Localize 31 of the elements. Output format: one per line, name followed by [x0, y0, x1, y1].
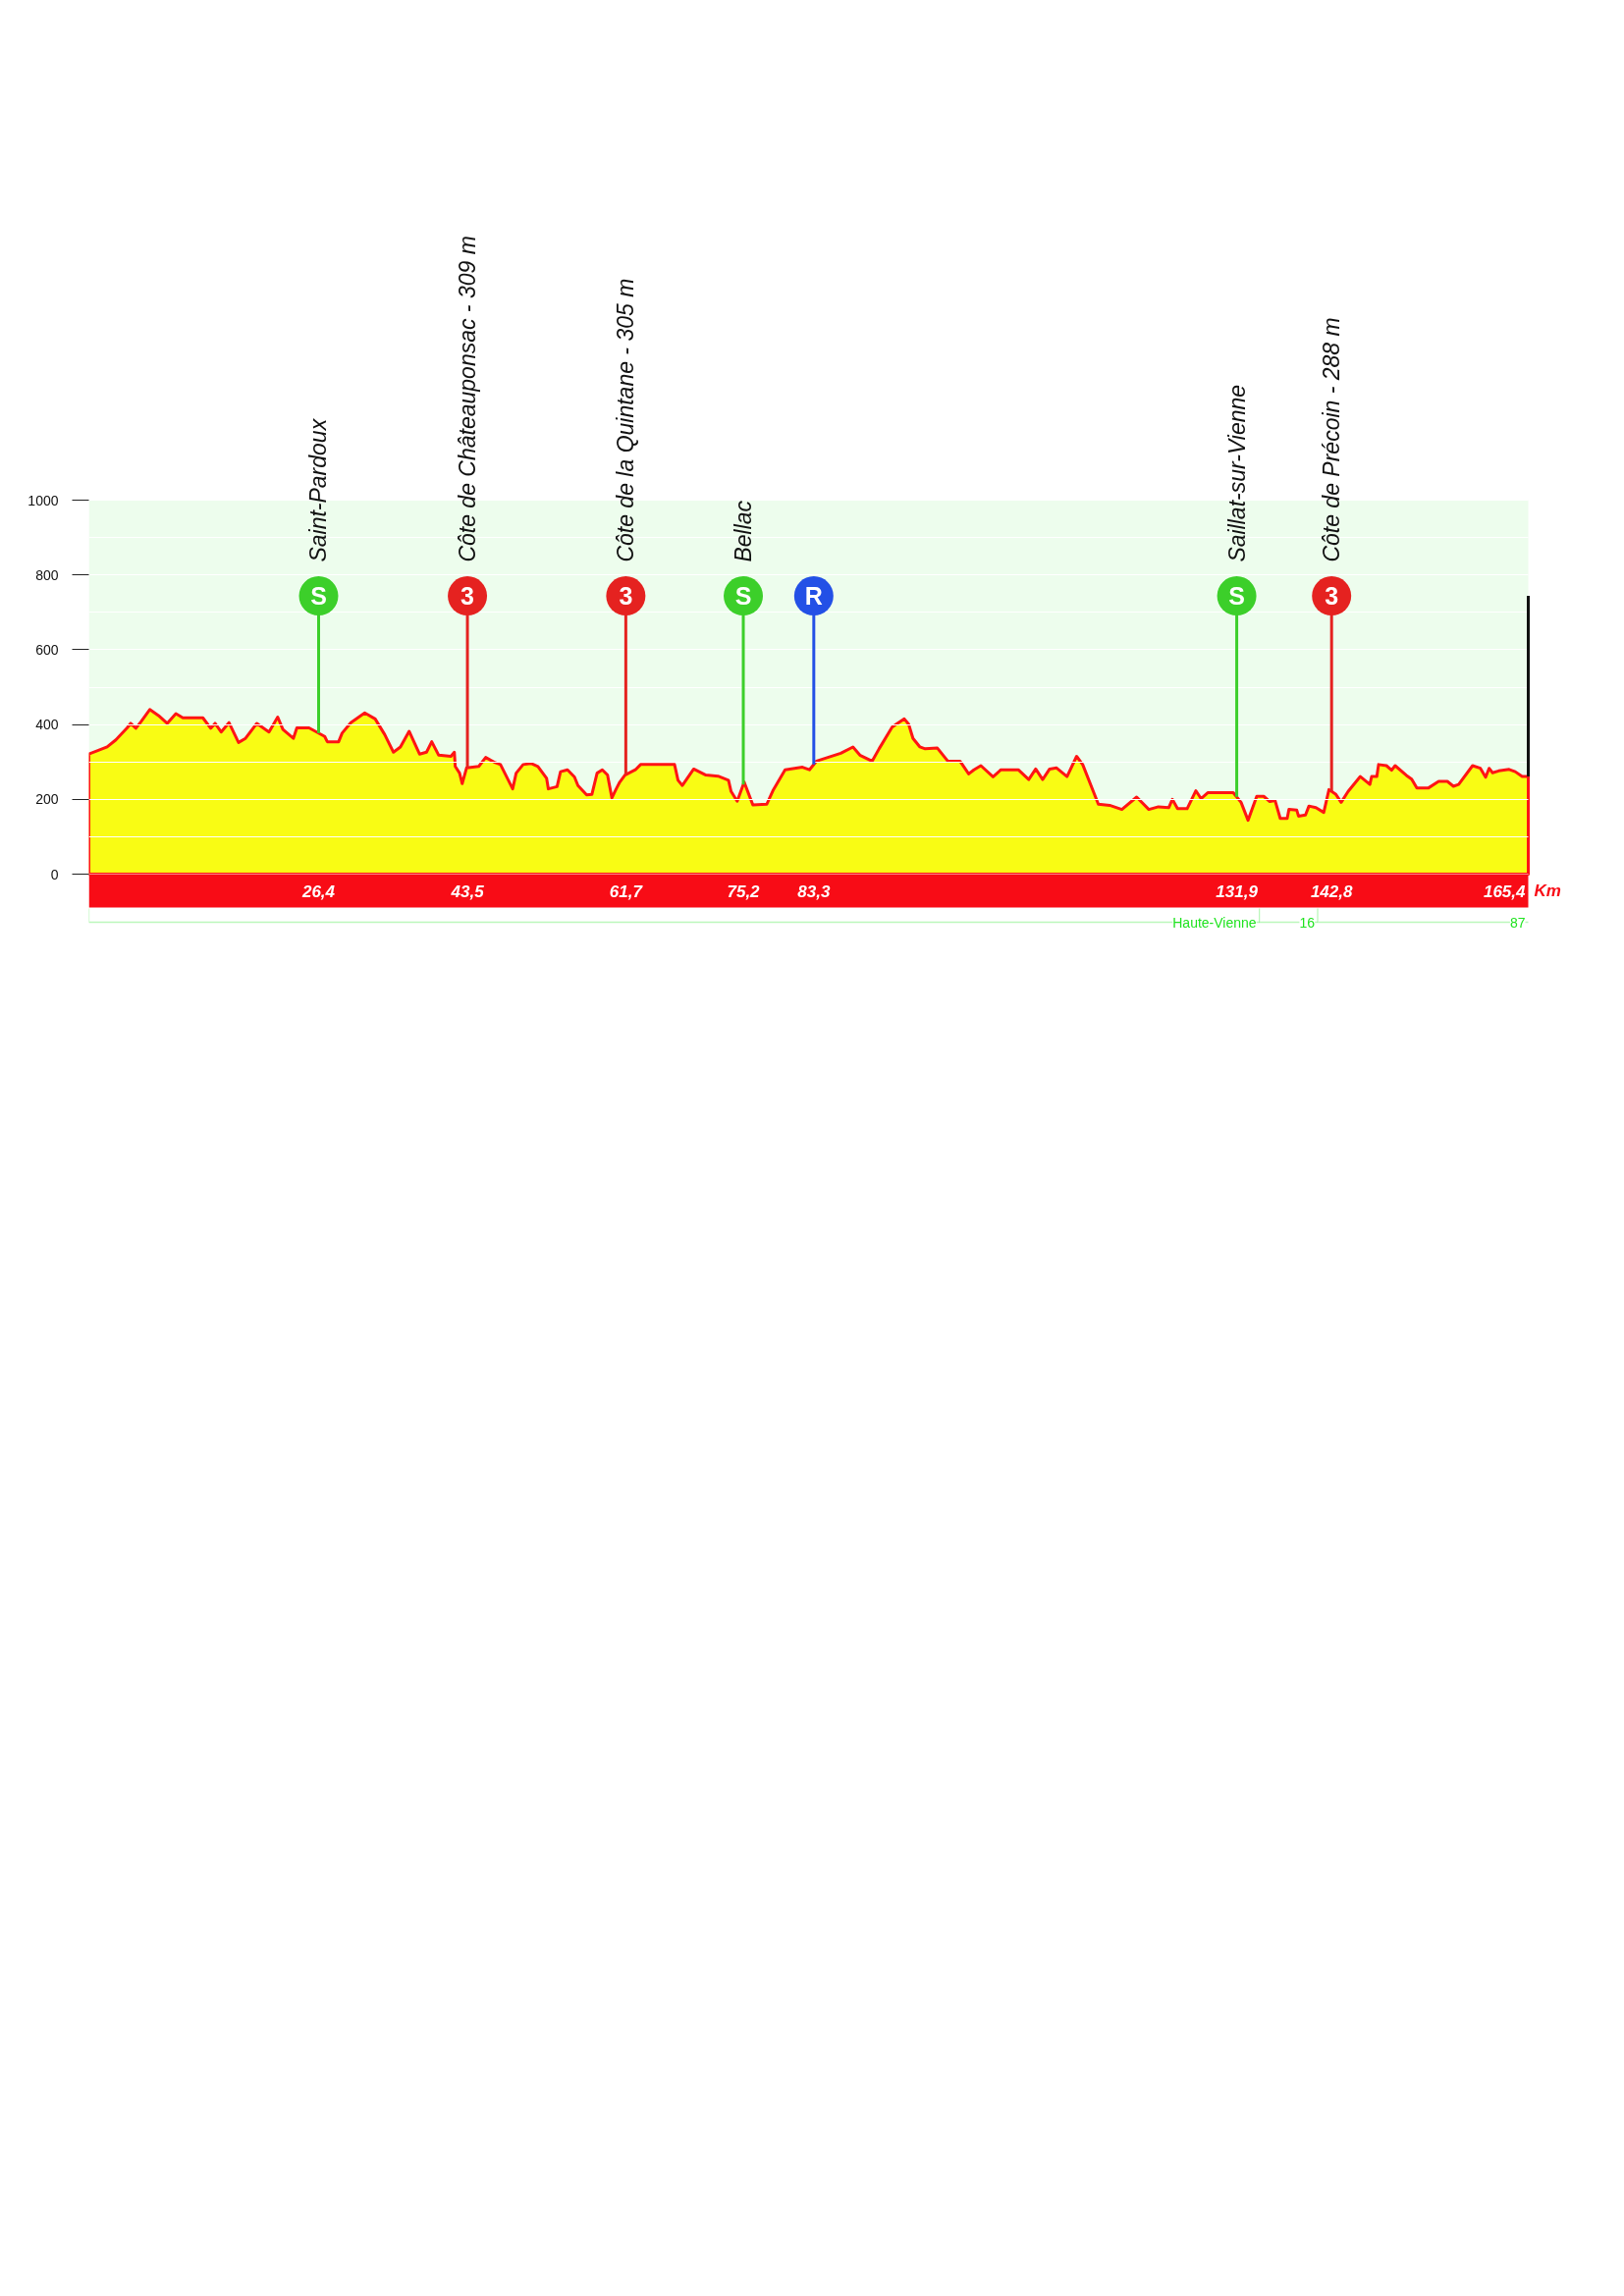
x-axis-title: Km — [1534, 881, 1561, 900]
legend-label: Haute-Vienne — [1172, 914, 1257, 931]
x-tick-label: 26,4 — [300, 881, 336, 901]
annotation: 3 — [619, 582, 633, 611]
band-label: 16 — [1299, 914, 1316, 931]
x-tick-label: 142,8 — [1310, 881, 1353, 901]
x-tick-label: 131,9 — [1216, 881, 1259, 901]
annotation: S — [310, 582, 327, 611]
annotation: 3 — [1325, 582, 1339, 611]
annotation: Côte de Châteauponsac - 309 m — [455, 236, 481, 562]
annotation: Bellac — [731, 500, 757, 562]
x-tick-label: 61,7 — [609, 881, 644, 901]
y-tick-label: 600 — [35, 641, 59, 658]
annotation: Saint-Pardoux — [305, 417, 332, 562]
annotation: 3 — [460, 582, 475, 611]
y-tick-label: 1000 — [27, 492, 59, 508]
y-tick-label: 800 — [35, 566, 59, 583]
y-tick-label: 200 — [35, 791, 59, 808]
x-tick-label: 165,4 — [1483, 881, 1527, 901]
y-tick-label: 400 — [35, 717, 59, 733]
annotation: S — [1228, 582, 1245, 611]
band-label: 87 — [1509, 914, 1526, 931]
annotation: Côte de Précoin - 288 m — [1319, 317, 1345, 562]
x-tick-label: 83,3 — [797, 881, 831, 901]
annotation: R — [804, 582, 823, 611]
annotation: Côte de la Quintane - 305 m — [613, 278, 639, 562]
x-tick-label: 43,5 — [450, 881, 485, 901]
annotation: Saillat-sur-Vienne — [1223, 384, 1250, 562]
x-tick-label: 75,2 — [727, 881, 761, 901]
annotation: S — [734, 582, 752, 611]
y-tick-label: 0 — [50, 866, 59, 882]
